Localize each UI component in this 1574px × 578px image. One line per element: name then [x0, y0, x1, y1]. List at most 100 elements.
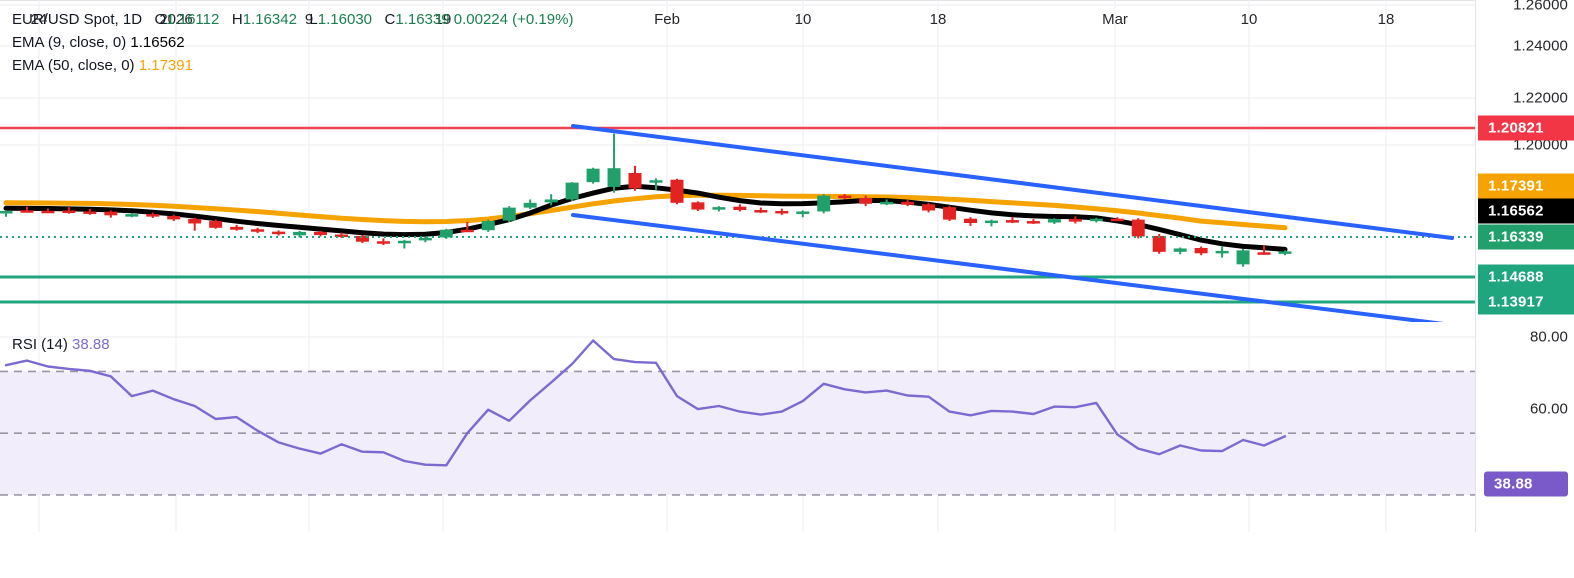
rsi-indicator-pane[interactable]: [0, 322, 1475, 532]
candle-body: [691, 202, 705, 210]
candle-body: [1215, 250, 1229, 254]
candle-body: [607, 168, 621, 187]
time-axis-label: 18: [1377, 11, 1395, 28]
rsi-value: 38.88: [72, 336, 110, 353]
candle-body: [146, 214, 160, 217]
ohlc-high-value: 1.16342: [242, 11, 297, 28]
candle-body: [334, 234, 348, 238]
candle-body: [209, 221, 223, 228]
candle-body: [20, 210, 34, 213]
candle-body: [230, 226, 244, 230]
candle-body: [1026, 221, 1040, 224]
candle-body: [565, 182, 579, 200]
candle-body: [880, 201, 894, 205]
time-axis-label: 10: [1240, 11, 1258, 28]
candle-body: [104, 211, 118, 216]
time-axis-label: 24: [30, 11, 48, 28]
trendline-2[interactable]: [571, 213, 1452, 322]
candle-body: [922, 204, 936, 211]
candle-body: [1278, 251, 1292, 254]
ohlc-low-value: 1.16030: [317, 11, 373, 28]
ema50-label: EMA (50, close, 0): [12, 57, 135, 74]
ohlc-close-key: C: [376, 11, 396, 28]
time-axis-label: 2026: [159, 11, 193, 28]
price-axis-badge[interactable]: 1.20821: [1478, 115, 1574, 141]
time-axis-label: 9: [304, 11, 314, 28]
candle-body: [502, 207, 516, 221]
candle-body: [460, 229, 474, 233]
candle-body: [125, 214, 139, 217]
candle-body: [1194, 247, 1208, 254]
candle-body: [1152, 235, 1166, 252]
time-axis-label: Feb: [654, 11, 680, 28]
ema9-label: EMA (9, close, 0): [12, 34, 127, 51]
price-axis-badge[interactable]: 1.16562: [1478, 198, 1574, 224]
candle-body: [83, 211, 97, 214]
time-axis-label: 19: [434, 11, 452, 28]
candle-body: [649, 180, 663, 183]
ohlc-open-key: O: [146, 11, 167, 28]
candle-body: [167, 216, 181, 220]
rsi-axis-tick: 60.00: [1529, 400, 1568, 418]
rsi-label: RSI (14): [12, 336, 68, 353]
price-axis[interactable]: 1.26000 1.24000 1.22000 1.20000 1.20821 1.173…: [1475, 0, 1574, 532]
candle-body: [418, 237, 432, 241]
candle-body: [733, 206, 747, 211]
time-axis-label: 18: [929, 11, 947, 28]
candle-body: [796, 211, 810, 214]
price-axis-tick: 1.22000: [1513, 89, 1568, 107]
candle-body: [628, 173, 642, 189]
price-axis-tick: 1.24000: [1513, 37, 1568, 55]
candle-body: [251, 229, 265, 232]
candle-body: [544, 199, 558, 203]
candle-body: [943, 207, 957, 220]
candle-body: [188, 218, 202, 224]
price-chart-canvas: [0, 0, 1475, 322]
candle-body: [963, 218, 977, 223]
price-axis-badge[interactable]: 1.16339: [1478, 224, 1574, 250]
ema9-value: 1.16562: [130, 34, 185, 51]
candle-body: [712, 207, 726, 210]
candle-body: [439, 229, 453, 238]
candle-body: [1110, 218, 1124, 222]
price-axis-badge[interactable]: 1.13917: [1478, 289, 1574, 315]
candle-body: [1173, 248, 1187, 252]
price-axis-badge[interactable]: 1.14688: [1478, 264, 1574, 290]
candle-body: [0, 210, 13, 214]
candle-body: [1047, 219, 1061, 223]
ohlc-low-key: L: [301, 11, 318, 28]
legend-row-ema9: EMA (9, close, 0) 1.16562: [12, 31, 573, 54]
trendline-1[interactable]: [571, 124, 1454, 240]
candle-body: [838, 195, 852, 199]
time-axis-label: 10: [794, 11, 812, 28]
price-axis-badge[interactable]: 1.17391: [1478, 173, 1574, 199]
ohlc-open-value: 1.16112: [166, 11, 220, 28]
rsi-chart-canvas: [0, 322, 1475, 532]
candle-body: [901, 201, 915, 205]
candle-body: [984, 220, 998, 224]
candle-body: [1005, 220, 1019, 223]
rsi-axis-badge[interactable]: 38.88: [1484, 471, 1568, 497]
change-absolute: 0.00224: [453, 11, 508, 28]
candle-body: [1257, 252, 1271, 255]
candle-body: [314, 231, 328, 236]
price-chart-pane[interactable]: [0, 0, 1475, 322]
rsi-legend: RSI (14) 38.88: [12, 336, 110, 353]
candle-body: [376, 241, 390, 244]
ohlc-high-key: H: [223, 11, 243, 28]
price-axis-tick: 1.20000: [1513, 136, 1568, 154]
ema50-value: 1.17391: [138, 57, 193, 74]
candle-body: [754, 210, 768, 213]
legend-row-ema50: EMA (50, close, 0) 1.17391: [12, 54, 573, 77]
candle-body: [1068, 219, 1082, 222]
symbol-label: EUR/USD Spot, 1D: [12, 11, 143, 28]
candle-body: [817, 195, 831, 212]
candle-body: [859, 198, 873, 204]
candle-body: [481, 221, 495, 231]
candle-body: [272, 231, 286, 235]
candle-body: [62, 210, 76, 214]
time-axis[interactable]: 24 2026 9 19 Feb 10 18 Mar 10 18: [0, 0, 1475, 46]
rsi-axis-tick: 80.00: [1529, 328, 1568, 346]
candle-body: [1131, 219, 1145, 237]
